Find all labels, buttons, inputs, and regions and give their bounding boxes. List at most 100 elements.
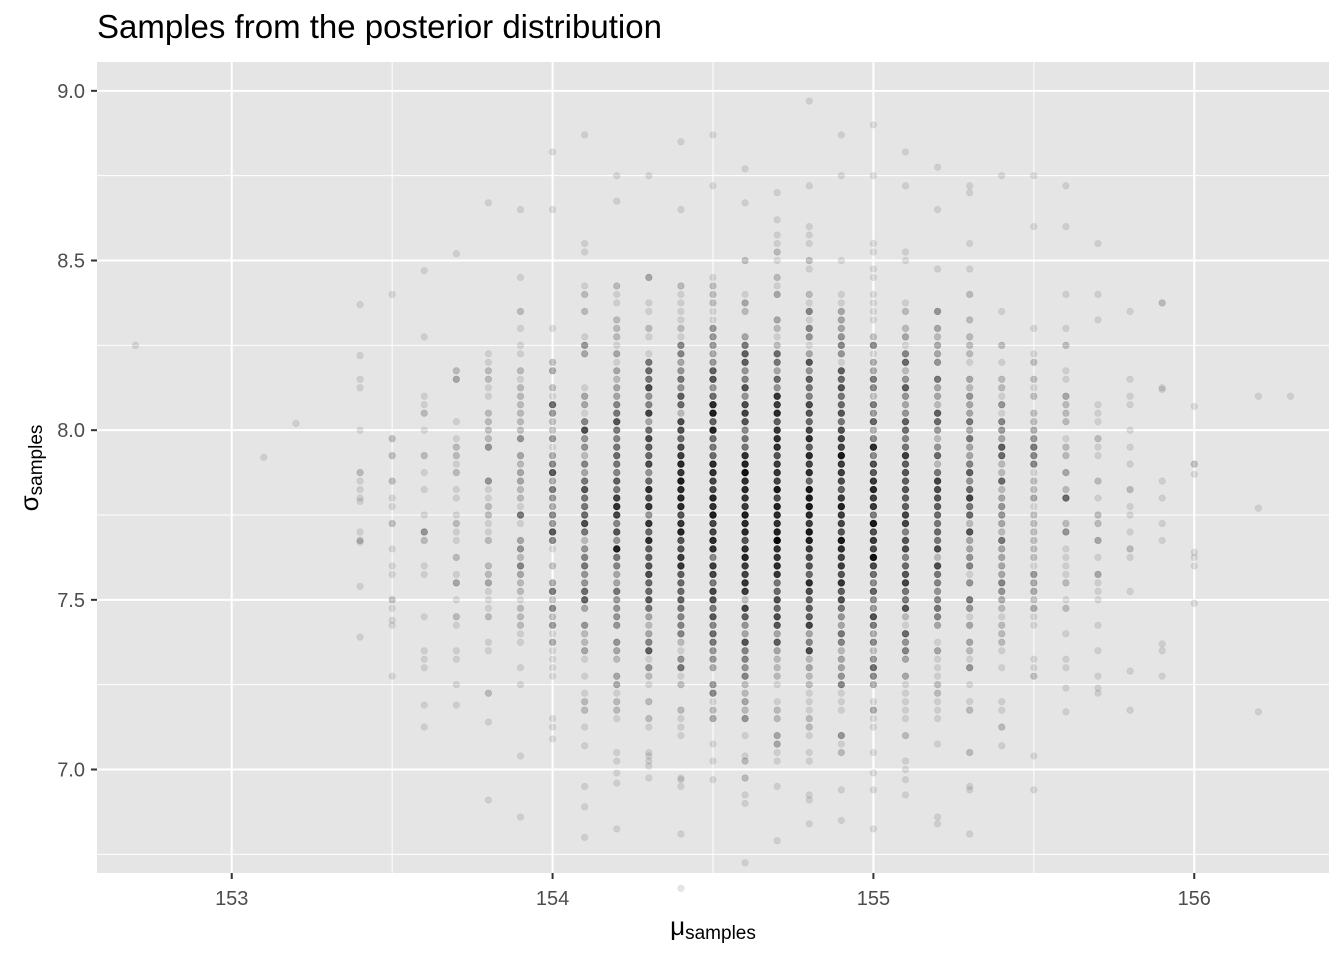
sample-point bbox=[901, 587, 910, 596]
sample-point bbox=[805, 392, 813, 400]
sample-point bbox=[773, 401, 781, 409]
sample-point bbox=[901, 689, 910, 697]
sample-point bbox=[998, 401, 1006, 409]
sample-point bbox=[1126, 511, 1134, 519]
sample-point bbox=[741, 545, 749, 553]
sample-point bbox=[580, 833, 589, 842]
sample-point bbox=[613, 468, 621, 477]
sample-point bbox=[388, 502, 396, 511]
sample-point bbox=[580, 392, 589, 400]
sample-point bbox=[580, 350, 589, 358]
sample-point bbox=[1030, 417, 1038, 426]
sample-point bbox=[580, 511, 589, 519]
sample-point bbox=[580, 579, 589, 587]
sample-point bbox=[933, 740, 942, 748]
sample-point bbox=[613, 417, 621, 426]
sample-point bbox=[901, 248, 910, 256]
sample-point bbox=[837, 392, 846, 400]
sample-point bbox=[741, 375, 749, 383]
sample-point bbox=[1126, 587, 1134, 596]
sample-point bbox=[484, 613, 493, 621]
sample-point bbox=[580, 502, 589, 511]
sample-point bbox=[677, 884, 685, 892]
sample-point bbox=[998, 341, 1006, 350]
sample-point bbox=[548, 401, 557, 409]
sample-point bbox=[613, 672, 621, 680]
sample-point bbox=[548, 604, 557, 613]
sample-point bbox=[548, 511, 557, 519]
sample-point bbox=[645, 762, 653, 770]
sample-point bbox=[613, 443, 621, 451]
sample-point bbox=[741, 714, 749, 723]
sample-point bbox=[516, 813, 525, 821]
sample-point bbox=[773, 837, 781, 845]
sample-point bbox=[356, 582, 364, 590]
sample-point bbox=[741, 579, 749, 587]
sample-point bbox=[741, 392, 749, 400]
sample-point bbox=[356, 468, 364, 477]
sample-point bbox=[516, 664, 525, 672]
sample-point bbox=[388, 519, 396, 528]
sample-point bbox=[709, 502, 717, 511]
sample-point bbox=[998, 468, 1006, 477]
sample-point bbox=[1062, 655, 1070, 663]
sample-point bbox=[677, 358, 685, 367]
sample-point bbox=[773, 714, 781, 723]
sample-point bbox=[580, 460, 589, 468]
sample-point bbox=[645, 570, 653, 579]
sample-point bbox=[548, 401, 557, 409]
sample-point bbox=[548, 545, 557, 553]
sample-point bbox=[484, 579, 493, 587]
sample-point bbox=[901, 460, 910, 468]
sample-point bbox=[805, 562, 813, 570]
sample-point bbox=[677, 545, 685, 553]
sample-point bbox=[548, 367, 557, 375]
sample-point bbox=[1254, 504, 1263, 512]
sample-point bbox=[580, 545, 589, 553]
sample-point bbox=[965, 502, 974, 511]
sample-point bbox=[965, 748, 974, 757]
sample-point bbox=[837, 409, 846, 417]
sample-point bbox=[580, 426, 589, 434]
sample-point bbox=[580, 596, 589, 604]
sample-point bbox=[484, 587, 493, 596]
x-axis-title-subscript: samples bbox=[685, 923, 756, 944]
sample-point bbox=[677, 570, 685, 579]
sample-point bbox=[548, 723, 557, 731]
sample-point bbox=[933, 706, 942, 714]
sample-point bbox=[933, 265, 942, 273]
sample-point bbox=[580, 562, 589, 570]
sample-point bbox=[580, 587, 589, 596]
sample-point bbox=[805, 604, 813, 613]
sample-point bbox=[548, 502, 557, 511]
sample-point bbox=[901, 148, 910, 156]
sample-point bbox=[484, 689, 493, 697]
sample-point bbox=[452, 553, 461, 562]
sample-point bbox=[548, 536, 557, 545]
sample-point bbox=[805, 748, 813, 757]
sample-point bbox=[965, 239, 974, 248]
sample-point bbox=[677, 375, 685, 383]
sample-point bbox=[1062, 324, 1070, 333]
sample-point bbox=[773, 350, 781, 358]
sample-point bbox=[677, 655, 685, 663]
sample-point bbox=[677, 316, 685, 324]
sample-point bbox=[901, 655, 910, 663]
sample-point bbox=[388, 570, 396, 579]
sample-point bbox=[933, 680, 942, 689]
y-axis-title-subscript: samples bbox=[26, 425, 47, 496]
sample-point bbox=[484, 536, 493, 545]
sample-point bbox=[388, 616, 396, 624]
sample-point bbox=[741, 358, 749, 367]
sample-point bbox=[709, 579, 717, 587]
sample-point bbox=[1094, 570, 1102, 579]
sample-point bbox=[1030, 468, 1038, 477]
sample-point bbox=[805, 182, 813, 190]
sample-point bbox=[613, 392, 621, 400]
sample-point bbox=[516, 350, 525, 358]
sample-point bbox=[869, 604, 878, 613]
sample-point bbox=[869, 485, 878, 494]
sample-point bbox=[1126, 460, 1134, 468]
sample-point bbox=[516, 502, 525, 511]
